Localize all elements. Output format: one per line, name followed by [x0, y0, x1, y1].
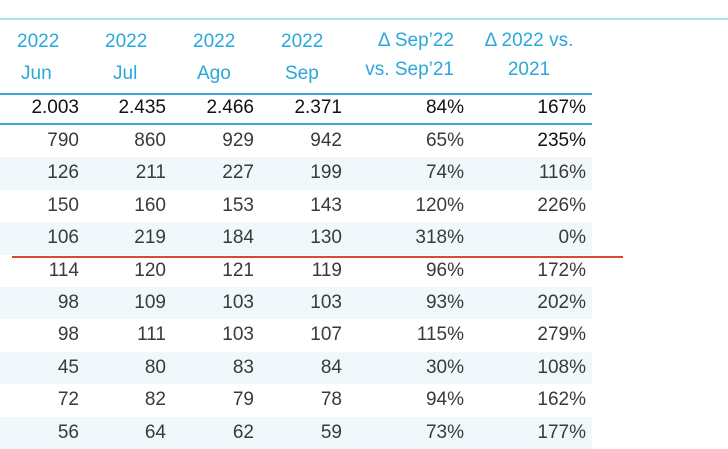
- table-row: 150 160 153 143 120% 226%: [0, 190, 592, 222]
- table-cell: 62: [232, 421, 254, 443]
- table-cell: 80: [144, 356, 166, 378]
- table-row: 56 64 62 59 73% 177%: [0, 416, 592, 449]
- table-cell: 98: [57, 292, 79, 313]
- total-cell: 2.435: [118, 97, 166, 118]
- table-cell: 121: [222, 259, 254, 281]
- table-cell: 115%: [416, 324, 464, 346]
- table-cell: 30%: [425, 356, 464, 378]
- table-cell: 790: [47, 130, 79, 151]
- table-cell: 56: [57, 421, 79, 443]
- header-month: Sep: [285, 63, 319, 84]
- table-row: 126 211 227 199 74% 116%: [0, 157, 592, 190]
- table-cell: 73%: [425, 421, 464, 443]
- table-cell: 64: [144, 421, 166, 443]
- header-month: Jul: [113, 63, 138, 84]
- total-cell: 2.371: [294, 97, 342, 118]
- table-cell: 227: [222, 162, 254, 184]
- table-row: 72 82 79 78 94% 162%: [0, 384, 592, 416]
- table-cell: 45: [57, 356, 79, 378]
- header-delta-sep: Δ Sep’22 vs. Sep’21: [350, 26, 454, 84]
- table-cell: 116%: [538, 162, 586, 184]
- table-cell: 98: [57, 324, 79, 346]
- header-jul: 2022 Jul: [105, 26, 147, 90]
- separator-red-line: [12, 256, 623, 258]
- table-cell: 103: [222, 324, 254, 346]
- table-cell: 119: [311, 259, 342, 281]
- table-cell: 79: [232, 389, 254, 411]
- header-sep: 2022 Sep: [281, 26, 323, 90]
- table-cell: 235%: [537, 130, 586, 151]
- table-cell: 109: [134, 292, 166, 313]
- table-cell: 84: [320, 356, 342, 378]
- total-cell: 167%: [537, 97, 586, 118]
- table-row: 114 120 121 119 96% 172%: [0, 255, 592, 287]
- total-cell: 2.003: [31, 97, 79, 118]
- table-row: 45 80 83 84 30% 108%: [0, 351, 592, 385]
- table-cell: 150: [47, 194, 79, 216]
- table-cell: 108%: [537, 356, 586, 378]
- table-cell: 120%: [415, 194, 464, 216]
- table-cell: 103: [222, 292, 254, 313]
- header-year: 2022: [17, 31, 60, 52]
- table-cell: 96%: [425, 259, 464, 281]
- header-year: 2022: [105, 31, 148, 52]
- table-cell: 130: [310, 227, 342, 249]
- table-cell: 103: [310, 292, 342, 313]
- table-cell: 59: [320, 421, 342, 443]
- table-cell: 202%: [537, 292, 586, 313]
- table-cell: 199: [310, 162, 342, 184]
- table-row: 790 860 929 942 65% 235%: [0, 125, 592, 157]
- totals-row: 2.003 2.435 2.466 2.371 84% 167%: [0, 92, 592, 124]
- table-row: 106 219 184 130 318% 0%: [0, 222, 592, 255]
- table-cell: 160: [134, 194, 166, 216]
- header-rule: [0, 93, 592, 95]
- table-cell: 143: [310, 194, 342, 216]
- total-cell: 2.466: [206, 97, 254, 118]
- totals-rule: [0, 123, 592, 125]
- table-cell: 78: [320, 389, 342, 411]
- table-cell: 942: [310, 130, 342, 151]
- table-cell: 93%: [425, 292, 464, 313]
- table-cell: 74%: [425, 162, 464, 184]
- table-cell: 82: [144, 389, 166, 411]
- table-cell: 83: [232, 356, 254, 378]
- table-cell: 929: [222, 130, 254, 151]
- table-cell: 0%: [558, 227, 586, 249]
- table-cell: 172%: [537, 259, 586, 281]
- table-cell: 72: [57, 389, 79, 411]
- table-cell: 114: [48, 259, 79, 281]
- header-ago: 2022 Ago: [193, 26, 235, 90]
- table-cell: 126: [47, 162, 79, 184]
- header-year: 2022: [193, 31, 236, 52]
- table-row: 98 109 103 103 93% 202%: [0, 287, 592, 320]
- table-cell: 318%: [415, 227, 464, 249]
- table-cell: 226%: [537, 194, 586, 216]
- header-month: Jun: [21, 63, 52, 84]
- table-cell: 111: [137, 324, 166, 346]
- header-jun: 2022 Jun: [17, 26, 59, 90]
- header-month: Ago: [197, 63, 231, 84]
- header-line1: Δ Sep’22: [377, 30, 454, 51]
- header-line2: vs. Sep’21: [365, 59, 454, 80]
- table-cell: 153: [222, 194, 254, 216]
- table-cell: 65%: [425, 130, 464, 151]
- header-delta-year: Δ 2022 vs. 2021: [466, 26, 592, 84]
- header-line2: 2021: [507, 59, 551, 80]
- table-cell: 177%: [537, 421, 586, 443]
- header-line1: Δ 2022 vs.: [484, 30, 574, 51]
- table-cell: 184: [222, 227, 254, 249]
- table-cell: 106: [47, 227, 79, 249]
- table-cell: 162%: [537, 389, 586, 411]
- top-border-line: [0, 18, 728, 20]
- table-cell: 107: [310, 324, 342, 346]
- table-cell: 211: [135, 162, 166, 184]
- total-cell: 84%: [425, 97, 464, 118]
- table-cell: 120: [134, 259, 166, 281]
- header-year: 2022: [281, 31, 324, 52]
- table-cell: 279%: [537, 324, 586, 346]
- table-cell: 94%: [425, 389, 464, 411]
- table-cell: 860: [134, 130, 166, 151]
- table-row: 98 111 103 107 115% 279%: [0, 319, 592, 351]
- table-cell: 219: [134, 227, 166, 249]
